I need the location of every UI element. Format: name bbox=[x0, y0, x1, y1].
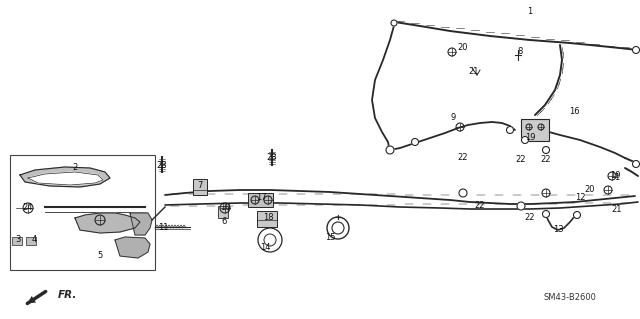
Text: 1: 1 bbox=[614, 174, 620, 182]
Text: 16: 16 bbox=[569, 108, 579, 116]
Polygon shape bbox=[20, 167, 110, 187]
Circle shape bbox=[522, 137, 529, 144]
Text: 22: 22 bbox=[516, 155, 526, 165]
Text: 24: 24 bbox=[23, 204, 33, 212]
Text: SM43-B2600: SM43-B2600 bbox=[543, 293, 596, 302]
Text: 19: 19 bbox=[525, 133, 535, 143]
Polygon shape bbox=[28, 172, 103, 185]
Circle shape bbox=[543, 211, 550, 218]
Circle shape bbox=[632, 160, 639, 167]
Text: 21: 21 bbox=[468, 68, 479, 77]
Text: 3: 3 bbox=[15, 235, 20, 244]
Circle shape bbox=[327, 217, 349, 239]
Text: 13: 13 bbox=[553, 226, 563, 234]
Text: 11: 11 bbox=[157, 224, 168, 233]
Text: FR.: FR. bbox=[58, 290, 77, 300]
Circle shape bbox=[517, 202, 525, 210]
Circle shape bbox=[543, 146, 550, 153]
Bar bbox=[257, 211, 277, 227]
Text: 12: 12 bbox=[575, 192, 585, 202]
Text: 7: 7 bbox=[197, 181, 203, 189]
Text: 6: 6 bbox=[221, 218, 227, 226]
Text: 9: 9 bbox=[451, 114, 456, 122]
Text: 1: 1 bbox=[527, 8, 532, 17]
Text: 23: 23 bbox=[157, 160, 167, 169]
Circle shape bbox=[386, 146, 394, 154]
Text: 5: 5 bbox=[97, 250, 102, 259]
Circle shape bbox=[632, 47, 639, 54]
Bar bbox=[12, 237, 22, 245]
Text: 22: 22 bbox=[475, 201, 485, 210]
Text: 4: 4 bbox=[31, 235, 36, 244]
Text: 8: 8 bbox=[517, 48, 523, 56]
Bar bbox=[521, 119, 549, 141]
Circle shape bbox=[332, 222, 344, 234]
Text: 21: 21 bbox=[612, 205, 622, 214]
Text: 18: 18 bbox=[262, 213, 273, 222]
Polygon shape bbox=[75, 213, 140, 233]
Text: 17: 17 bbox=[256, 194, 266, 203]
Bar bbox=[26, 237, 36, 245]
Circle shape bbox=[459, 189, 467, 197]
Circle shape bbox=[391, 20, 397, 26]
Circle shape bbox=[506, 127, 513, 133]
Text: 10: 10 bbox=[220, 204, 230, 212]
Text: 23: 23 bbox=[267, 153, 277, 162]
Text: 14: 14 bbox=[260, 243, 270, 253]
Bar bbox=[248, 193, 273, 207]
Text: 22: 22 bbox=[458, 153, 468, 162]
Text: 20: 20 bbox=[585, 186, 595, 195]
Circle shape bbox=[412, 138, 419, 145]
Text: 22: 22 bbox=[541, 155, 551, 165]
Text: 22: 22 bbox=[525, 213, 535, 222]
Text: 19: 19 bbox=[610, 170, 620, 180]
Bar bbox=[218, 206, 228, 218]
Text: 20: 20 bbox=[458, 43, 468, 53]
Polygon shape bbox=[115, 237, 150, 258]
Circle shape bbox=[264, 234, 276, 246]
Text: 2: 2 bbox=[72, 164, 77, 173]
Polygon shape bbox=[130, 213, 152, 235]
Text: 15: 15 bbox=[324, 234, 335, 242]
Circle shape bbox=[573, 211, 580, 219]
Circle shape bbox=[258, 228, 282, 252]
Bar bbox=[10, 155, 155, 270]
Bar bbox=[193, 179, 207, 195]
